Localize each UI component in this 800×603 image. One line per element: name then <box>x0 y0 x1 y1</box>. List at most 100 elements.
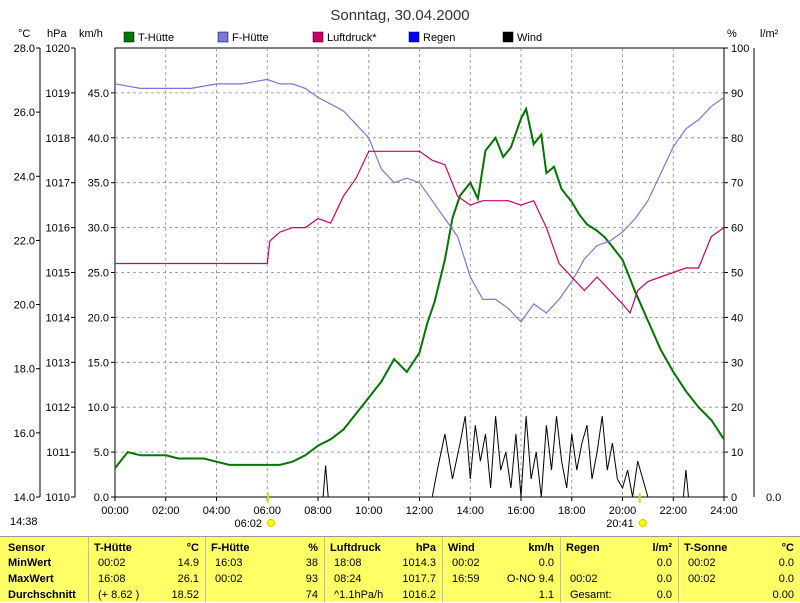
series-luftdruck- <box>115 150 725 315</box>
x-tick-label: 00:00 <box>101 505 129 517</box>
sun-marker-label: 20:41 <box>606 518 634 530</box>
stats-header-unit: hPa <box>415 542 436 554</box>
series-f-h-tte <box>114 78 725 323</box>
legend-label: T-Hütte <box>138 32 174 44</box>
x-tick-label: 20:00 <box>609 505 637 517</box>
stats-time: 00:02 <box>452 557 480 569</box>
stats-time: 08:24 <box>334 573 362 585</box>
stats-time: 16:03 <box>215 557 243 569</box>
stats-header-name: T-Hütte <box>94 542 132 554</box>
axis-unit-rain: l/m² <box>760 28 779 40</box>
temp-tick-label: 20.0 <box>14 300 35 312</box>
chart-svg: Sonntag, 30.04.2000 °C hPa km/h% l/m² T-Hütte… <box>14 7 782 530</box>
stats-time: 16:59 <box>452 573 480 585</box>
legend-swatch <box>408 31 420 43</box>
humidity-tick-label: 50 <box>731 268 743 280</box>
pressure-tick-label: 1016 <box>46 223 70 235</box>
stats-time: Gesamt: <box>570 589 612 601</box>
axis-unit-humidity: % <box>727 28 737 40</box>
stats-label-max: MaxWert <box>8 573 54 585</box>
x-tick-label: 16:00 <box>507 505 535 517</box>
legend-label: Wind <box>517 32 542 44</box>
stats-value: 0.0 <box>538 557 554 569</box>
stats-column-luftdruck: Luftdruck hPa 18:08 1014.3 08:24 1017.7 ^1.1hP… <box>324 537 443 602</box>
stats-value: 93 <box>305 573 318 585</box>
stats-header-unit: km/h <box>528 542 554 554</box>
wind-tick-label: 5.0 <box>94 447 109 459</box>
stats-row-labels: Sensor MinWert MaxWert Durchschnitt <box>0 537 89 602</box>
stats-value: 1014.3 <box>402 557 436 569</box>
humidity-tick-label: 60 <box>731 223 743 235</box>
x-tick-label: 02:00 <box>152 505 180 517</box>
legend-swatch <box>312 31 324 43</box>
stats-value: 1017.7 <box>402 573 436 585</box>
humidity-tick-label: 0 <box>731 492 737 504</box>
pressure-tick-label: 1019 <box>46 88 70 100</box>
stats-time: 00:02 <box>570 573 598 585</box>
stats-label-avg: Durchschnitt <box>8 589 76 601</box>
temp-tick-label: 28.0 <box>14 43 35 55</box>
stats-value: 38 <box>305 557 318 569</box>
wind-tick-label: 35.0 <box>88 178 109 190</box>
x-tick-label: 18:00 <box>558 505 586 517</box>
stats-value: 1016.2 <box>402 589 436 601</box>
stats-column-f-hütte: F-Hütte% 16:03 38 00:02 93 74 <box>205 537 325 602</box>
legend-swatch <box>123 31 135 43</box>
humidity-tick-label: 70 <box>731 178 743 190</box>
sun-marker-dot <box>638 519 647 527</box>
pressure-tick-label: 1011 <box>46 447 70 459</box>
stats-time: (+ 8.62 ) <box>98 589 140 601</box>
x-tick-label: 12:00 <box>406 505 434 517</box>
axis-unit-pressure: hPa <box>47 28 67 40</box>
humidity-tick-label: 90 <box>731 88 743 100</box>
statistics-panel: Sensor MinWert MaxWert Durchschnitt T-Hü… <box>0 536 800 602</box>
stats-value: O-NO 9.4 <box>506 573 554 585</box>
chart-title: Sonntag, 30.04.2000 <box>330 7 469 24</box>
pressure-tick-label: 1010 <box>46 492 70 504</box>
stats-column-regen: Regen l/m² 0.0 00:02 0.0 Gesamt: 0.0 <box>560 537 679 602</box>
stats-value: 0.00 <box>772 589 794 601</box>
stats-value: 0.0 <box>656 557 672 569</box>
pressure-tick-label: 1012 <box>46 402 70 414</box>
wind-tick-label: 10.0 <box>88 402 109 414</box>
pressure-tick-label: 1018 <box>46 133 70 145</box>
stats-column-t-sonne: T-Sonne °C 00:02 0.0 00:02 0.0 0.00 <box>678 537 800 602</box>
stats-value: 14.9 <box>177 557 199 569</box>
stats-time: 00:02 <box>98 557 126 569</box>
series-wind <box>322 416 689 498</box>
stats-time: 00:02 <box>688 573 716 585</box>
stats-header-unit: % <box>308 542 318 554</box>
stats-header-name: Regen <box>566 542 600 554</box>
humidity-tick-label: 10 <box>731 447 743 459</box>
stats-label-min: MinWert <box>8 557 52 569</box>
legend-label: F-Hütte <box>232 32 269 44</box>
wind-tick-label: 20.0 <box>88 312 109 324</box>
legend-swatch <box>502 31 514 43</box>
stats-value: 0.0 <box>778 573 794 585</box>
stats-value: 0.0 <box>656 573 672 585</box>
temp-tick-label: 14.0 <box>14 492 35 504</box>
x-tick-label: 04:00 <box>203 505 231 517</box>
humidity-tick-label: 30 <box>731 357 743 369</box>
stats-header-name: Wind <box>448 542 475 554</box>
pressure-tick-label: 1017 <box>46 178 70 190</box>
legend-label: Regen <box>423 32 455 44</box>
legend-swatch <box>217 31 229 43</box>
temp-tick-label: 18.0 <box>14 364 35 376</box>
temp-tick-label: 24.0 <box>14 171 35 183</box>
axis-unit-temp: °C <box>18 28 30 40</box>
temp-tick-label: 16.0 <box>14 428 35 440</box>
humidity-tick-label: 40 <box>731 312 743 324</box>
legend-label: Luftdruck* <box>327 32 377 44</box>
sun-marker-label: 06:02 <box>234 518 262 530</box>
pressure-tick-label: 1015 <box>46 268 70 280</box>
stats-time: 00:02 <box>688 557 716 569</box>
pressure-tick-label: 1020 <box>46 43 70 55</box>
stats-value: 0.0 <box>778 557 794 569</box>
x-tick-label: 22:00 <box>659 505 687 517</box>
wind-tick-label: 40.0 <box>88 133 109 145</box>
temp-tick-label: 22.0 <box>14 235 35 247</box>
stats-time: 18:08 <box>334 557 362 569</box>
weather-chart: Sonntag, 30.04.2000 °C hPa km/h% l/m² T-Hütte… <box>14 7 782 530</box>
axis-unit-wind: km/h <box>79 28 103 40</box>
